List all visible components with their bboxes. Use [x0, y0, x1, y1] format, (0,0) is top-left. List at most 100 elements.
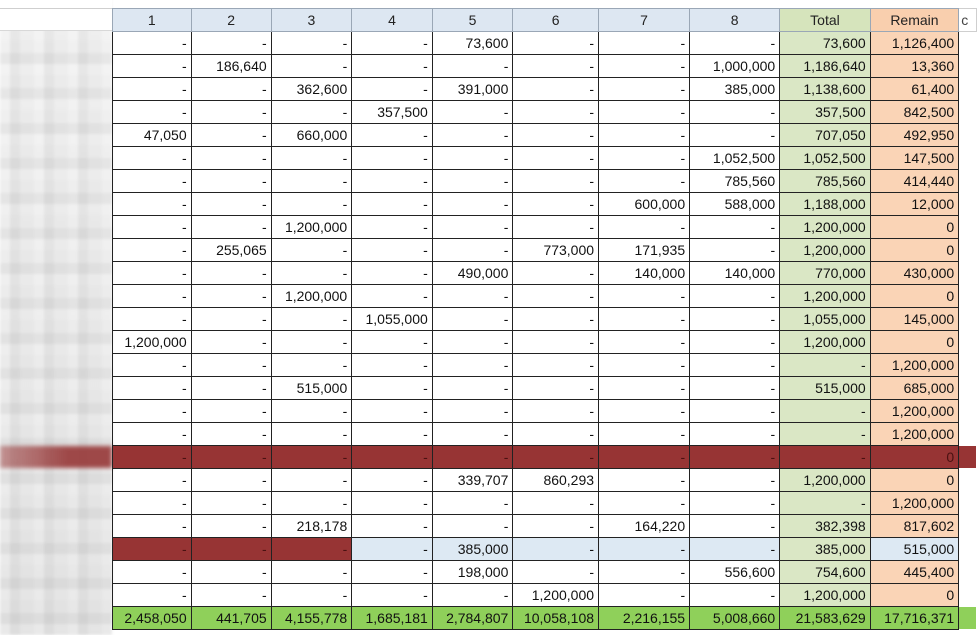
col-header-1[interactable]: 1 [112, 8, 192, 32]
data-cell[interactable]: - [431, 123, 514, 147]
remain-cell[interactable]: 445,400 [869, 560, 960, 584]
data-cell[interactable]: 140,000 [598, 261, 691, 285]
next-column-cell[interactable] [958, 422, 977, 446]
col-header-7[interactable]: 7 [598, 8, 691, 32]
total-cell[interactable]: 754,600 [779, 560, 871, 584]
data-cell[interactable]: - [190, 215, 272, 239]
data-cell[interactable]: - [351, 583, 433, 607]
remain-cell[interactable]: 145,000 [869, 307, 960, 331]
data-cell[interactable]: - [351, 353, 433, 377]
data-cell[interactable]: 1,052,500 [689, 146, 781, 170]
data-cell[interactable]: - [270, 192, 353, 216]
data-cell[interactable]: - [190, 376, 272, 400]
data-cell[interactable]: 556,600 [689, 560, 781, 584]
data-cell[interactable]: 773,000 [512, 238, 600, 262]
next-column-cell[interactable] [958, 353, 977, 377]
data-cell[interactable]: - [431, 583, 514, 607]
data-cell[interactable]: - [112, 31, 192, 55]
data-cell[interactable]: 1,200,000 [112, 330, 192, 354]
data-cell[interactable]: - [190, 537, 272, 561]
data-cell[interactable]: - [431, 307, 514, 331]
data-cell[interactable]: - [512, 376, 600, 400]
remain-cell[interactable]: 0 [869, 330, 960, 354]
data-cell[interactable]: - [598, 100, 691, 124]
data-cell[interactable]: - [689, 491, 781, 515]
next-column-cell[interactable] [958, 583, 977, 607]
next-column-cell[interactable] [958, 330, 977, 354]
data-cell[interactable]: 1,000,000 [689, 54, 781, 78]
total-cell[interactable]: 515,000 [779, 376, 871, 400]
remain-cell[interactable]: 430,000 [869, 261, 960, 285]
remain-cell[interactable]: 147,500 [869, 146, 960, 170]
remain-cell[interactable]: 0 [869, 445, 960, 469]
data-cell[interactable]: - [598, 353, 691, 377]
data-cell[interactable]: - [112, 284, 192, 308]
grand-remain-cell[interactable]: 17,716,371 [869, 606, 960, 630]
data-cell[interactable]: 600,000 [598, 192, 691, 216]
data-cell[interactable]: 339,707 [431, 468, 514, 492]
data-cell[interactable]: - [351, 77, 433, 101]
data-cell[interactable]: - [190, 261, 272, 285]
column-sum-cell[interactable]: 2,458,050 [112, 606, 192, 630]
data-cell[interactable]: - [270, 100, 353, 124]
next-column-cell[interactable] [958, 537, 977, 561]
data-cell[interactable]: - [598, 399, 691, 423]
data-cell[interactable]: - [190, 491, 272, 515]
data-cell[interactable]: 140,000 [689, 261, 781, 285]
remain-cell[interactable]: 1,200,000 [869, 353, 960, 377]
data-cell[interactable]: - [112, 261, 192, 285]
data-cell[interactable]: 785,560 [689, 169, 781, 193]
next-column-cell[interactable] [958, 261, 977, 285]
next-column-cell[interactable] [958, 238, 977, 262]
data-cell[interactable]: - [431, 445, 514, 469]
next-column-cell[interactable] [958, 560, 977, 584]
data-cell[interactable]: - [431, 376, 514, 400]
data-cell[interactable]: - [689, 583, 781, 607]
data-cell[interactable]: - [512, 261, 600, 285]
data-cell[interactable]: - [190, 77, 272, 101]
data-cell[interactable]: - [431, 353, 514, 377]
data-cell[interactable]: - [512, 284, 600, 308]
data-cell[interactable]: - [598, 215, 691, 239]
next-column-cell[interactable] [958, 123, 977, 147]
data-cell[interactable]: - [598, 422, 691, 446]
column-sum-cell[interactable]: 1,685,181 [351, 606, 433, 630]
data-cell[interactable]: - [512, 169, 600, 193]
data-cell[interactable]: - [190, 468, 272, 492]
data-cell[interactable]: - [689, 238, 781, 262]
data-cell[interactable]: - [190, 445, 272, 469]
total-cell[interactable]: 1,055,000 [779, 307, 871, 331]
data-cell[interactable]: 1,200,000 [270, 215, 353, 239]
data-cell[interactable]: - [351, 123, 433, 147]
data-cell[interactable]: - [270, 353, 353, 377]
data-cell[interactable]: - [431, 100, 514, 124]
data-cell[interactable]: - [270, 468, 353, 492]
data-cell[interactable]: - [351, 261, 433, 285]
data-cell[interactable]: - [512, 54, 600, 78]
data-cell[interactable]: - [598, 560, 691, 584]
data-cell[interactable]: - [431, 146, 514, 170]
data-cell[interactable]: - [112, 399, 192, 423]
total-cell[interactable]: 73,600 [779, 31, 871, 55]
data-cell[interactable]: - [512, 215, 600, 239]
data-cell[interactable]: 47,050 [112, 123, 192, 147]
column-sum-cell[interactable]: 10,058,108 [512, 606, 600, 630]
data-cell[interactable]: - [351, 491, 433, 515]
data-cell[interactable]: 490,000 [431, 261, 514, 285]
data-cell[interactable]: - [112, 445, 192, 469]
data-cell[interactable]: - [270, 445, 353, 469]
data-cell[interactable]: - [598, 330, 691, 354]
data-cell[interactable]: - [512, 445, 600, 469]
data-cell[interactable]: - [112, 100, 192, 124]
next-column-cell[interactable] [958, 100, 977, 124]
data-cell[interactable]: 198,000 [431, 560, 514, 584]
next-column-cell[interactable] [958, 468, 977, 492]
column-sum-cell[interactable]: 5,008,660 [689, 606, 781, 630]
data-cell[interactable]: - [270, 54, 353, 78]
total-cell[interactable]: 785,560 [779, 169, 871, 193]
remain-cell[interactable]: 492,950 [869, 123, 960, 147]
data-cell[interactable]: - [431, 491, 514, 515]
remain-cell[interactable]: 817,602 [869, 514, 960, 538]
col-header-3[interactable]: 3 [270, 8, 353, 32]
col-header-next[interactable]: c [958, 8, 977, 32]
